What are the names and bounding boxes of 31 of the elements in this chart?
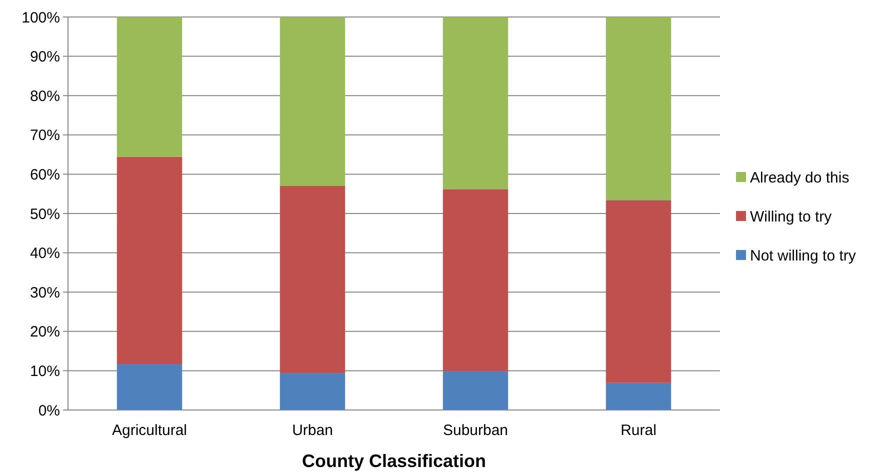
y-tick-label: 50% — [30, 206, 60, 223]
bar — [280, 186, 346, 374]
bar — [116, 364, 182, 410]
y-tick-label: 30% — [30, 284, 60, 302]
bar — [116, 156, 182, 364]
x-tick-label: Rural — [620, 422, 656, 439]
y-tick-label: 100% — [22, 9, 60, 26]
x-tick-label: Suburban — [442, 422, 508, 439]
y-tick-label: 80% — [30, 88, 60, 105]
bar — [442, 17, 508, 190]
bar — [280, 373, 346, 410]
x-axis-title: County Classification — [302, 451, 486, 471]
bar — [606, 382, 672, 410]
y-tick-label: 90% — [30, 48, 60, 66]
legend-label: Already do this — [750, 169, 850, 186]
y-tick-label: 20% — [30, 324, 60, 341]
bar — [442, 371, 508, 410]
y-tick-label: 70% — [30, 127, 60, 144]
y-tick-label: 60% — [30, 166, 60, 184]
legend-label: Willing to try — [750, 208, 832, 226]
bar — [280, 17, 346, 186]
bar — [116, 17, 182, 157]
bar — [606, 17, 672, 200]
bar — [606, 200, 672, 383]
bar — [442, 189, 508, 372]
x-tick-label: Urban — [292, 422, 333, 439]
x-tick-label: Agricultural — [112, 422, 188, 439]
y-tick-label: 10% — [30, 362, 60, 380]
legend-label: Not willing to try — [750, 247, 856, 264]
y-tick-label: 40% — [30, 245, 60, 262]
y-tick-label: 0% — [38, 402, 60, 420]
